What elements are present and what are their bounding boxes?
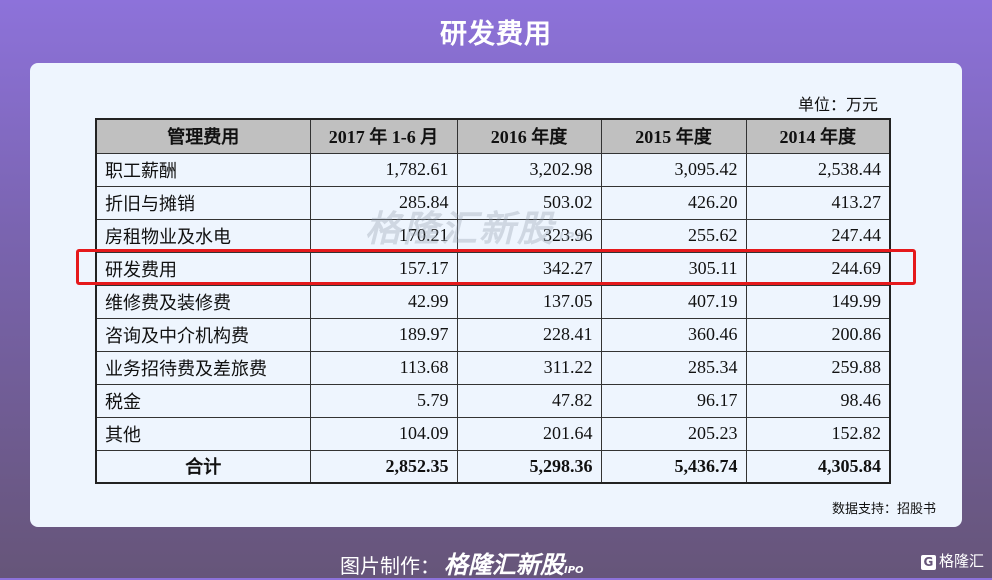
cell-value: 2,852.35 (309, 449, 458, 484)
table-row: 其他 104.09 201.64 205.23 152.82 (95, 416, 891, 451)
unit-label: 单位：万元 (797, 95, 878, 114)
cell-value: 157.17 (309, 251, 458, 286)
cell-value: 5,298.36 (456, 449, 602, 484)
row-label: 其他 (95, 416, 311, 451)
cell-value: 137.05 (456, 284, 602, 319)
cell-value: 3,202.98 (456, 152, 602, 187)
cell-value: 285.34 (600, 350, 747, 385)
cell-value: 96.17 (600, 383, 747, 418)
row-label: 合计 (95, 449, 311, 484)
content-card: 单位：万元 管理费用 2017 年 1-6 月 2016 年度 2015 年度 … (30, 63, 962, 527)
cell-value: 205.23 (600, 416, 747, 451)
cell-value: 104.09 (309, 416, 458, 451)
cell-value: 305.11 (600, 251, 747, 286)
table-header-row: 管理费用 2017 年 1-6 月 2016 年度 2015 年度 2014 年… (95, 118, 891, 154)
cell-value: 200.86 (745, 317, 891, 352)
cell-value: 323.96 (456, 218, 602, 253)
watermark: 格隆汇新股 IPO (365, 209, 589, 250)
cell-value: 259.88 (745, 350, 891, 385)
cell-value: 247.44 (745, 218, 891, 253)
table-row: 职工薪酬 1,782.61 3,202.98 3,095.42 2,538.44 (95, 152, 891, 187)
table-row: 房租物业及水电 170.21 323.96 255.62 247.44 (95, 218, 891, 253)
corner-logo-text: 格隆汇 (938, 552, 984, 570)
cell-value: 413.27 (745, 185, 891, 220)
cell-value: 4,305.84 (745, 449, 891, 484)
cell-value: 170.21 (309, 218, 458, 253)
cell-value: 1,782.61 (309, 152, 458, 187)
cell-value: 149.99 (745, 284, 891, 319)
corner-logo: G 格隆汇 (920, 550, 984, 571)
cell-value: 342.27 (456, 251, 602, 286)
footer-credit: 图片制作： 格隆汇新股IPO (340, 545, 584, 580)
cell-value: 152.82 (745, 416, 891, 451)
table-row: 折旧与摊销 285.84 503.02 426.20 413.27 (95, 185, 891, 220)
cell-value: 3,095.42 (600, 152, 747, 187)
highlight-box (76, 249, 916, 285)
cell-value: 5.79 (309, 383, 458, 418)
row-label: 维修费及装修费 (95, 284, 311, 319)
column-header: 2014 年度 (745, 118, 891, 154)
cell-value: 244.69 (745, 251, 891, 286)
cell-value: 42.99 (309, 284, 458, 319)
footer-label: 图片制作： (340, 554, 440, 578)
table-row: 维修费及装修费 42.99 137.05 407.19 149.99 (95, 284, 891, 319)
logo-icon: G (920, 555, 936, 570)
table-row: 税金 5.79 47.82 96.17 98.46 (95, 383, 891, 418)
cell-value: 113.68 (309, 350, 458, 385)
row-label: 折旧与摊销 (95, 185, 311, 220)
footer-ipo: IPO (564, 565, 584, 576)
cell-value: 255.62 (600, 218, 747, 253)
total-row: 合计 2,852.35 5,298.36 5,436.74 4,305.84 (95, 449, 891, 484)
cell-value: 311.22 (456, 350, 602, 385)
column-header: 2015 年度 (600, 118, 747, 154)
source-note: 数据支持：招股书 (831, 502, 936, 517)
row-label: 职工薪酬 (95, 152, 311, 187)
cell-value: 201.64 (456, 416, 602, 451)
cell-value: 426.20 (600, 185, 747, 220)
table-row: 咨询及中介机构费 189.97 228.41 360.46 200.86 (95, 317, 891, 352)
cell-value: 98.46 (745, 383, 891, 418)
cell-value: 5,436.74 (600, 449, 747, 484)
row-label: 房租物业及水电 (95, 218, 311, 253)
column-header: 2016 年度 (456, 118, 602, 154)
expense-table: 管理费用 2017 年 1-6 月 2016 年度 2015 年度 2014 年… (95, 118, 891, 484)
page-title: 研发费用 (440, 19, 552, 50)
column-header: 2017 年 1-6 月 (309, 118, 458, 154)
footer-brand-logo: 格隆汇新股 (444, 551, 564, 579)
cell-value: 47.82 (456, 383, 602, 418)
cell-value: 285.84 (309, 185, 458, 220)
cell-value: 228.41 (456, 317, 602, 352)
cell-value: 407.19 (600, 284, 747, 319)
cell-value: 360.46 (600, 317, 747, 352)
table-row: 业务招待费及差旅费 113.68 311.22 285.34 259.88 (95, 350, 891, 385)
cell-value: 2,538.44 (745, 152, 891, 187)
row-label: 研发费用 (95, 251, 311, 286)
column-header: 管理费用 (95, 118, 311, 154)
table-row: 研发费用 157.17 342.27 305.11 244.69 (95, 251, 891, 286)
row-label: 业务招待费及差旅费 (95, 350, 311, 385)
row-label: 税金 (95, 383, 311, 418)
row-label: 咨询及中介机构费 (95, 317, 311, 352)
cell-value: 189.97 (309, 317, 458, 352)
